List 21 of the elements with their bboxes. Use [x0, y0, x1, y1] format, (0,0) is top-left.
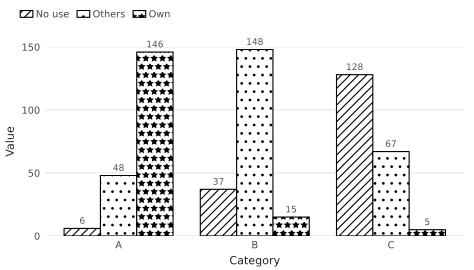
data-label: 5: [425, 218, 430, 226]
data-label: 128: [347, 63, 363, 70]
data-label: 15: [286, 206, 296, 213]
y-tick-label: 0: [34, 232, 40, 240]
legend-label: Others: [93, 10, 125, 18]
data-label: 146: [147, 40, 163, 48]
data-label: 48: [113, 164, 124, 171]
x-tick-label: A: [115, 241, 122, 248]
data-label: 148: [247, 38, 263, 45]
data-label: 37: [213, 178, 224, 185]
legend-label: Own: [149, 10, 170, 18]
y-tick-label: 50: [28, 169, 40, 177]
y-axis-title: Value: [5, 126, 14, 157]
legend-label: No use: [36, 10, 69, 18]
data-label: 6: [80, 217, 85, 224]
x-axis-title: Category: [230, 256, 280, 267]
data-label: 67: [386, 140, 396, 148]
x-tick-label: B: [252, 241, 258, 248]
y-tick-label: 150: [22, 43, 40, 51]
y-tick-label: 100: [22, 106, 40, 114]
x-tick-label: C: [388, 241, 394, 248]
